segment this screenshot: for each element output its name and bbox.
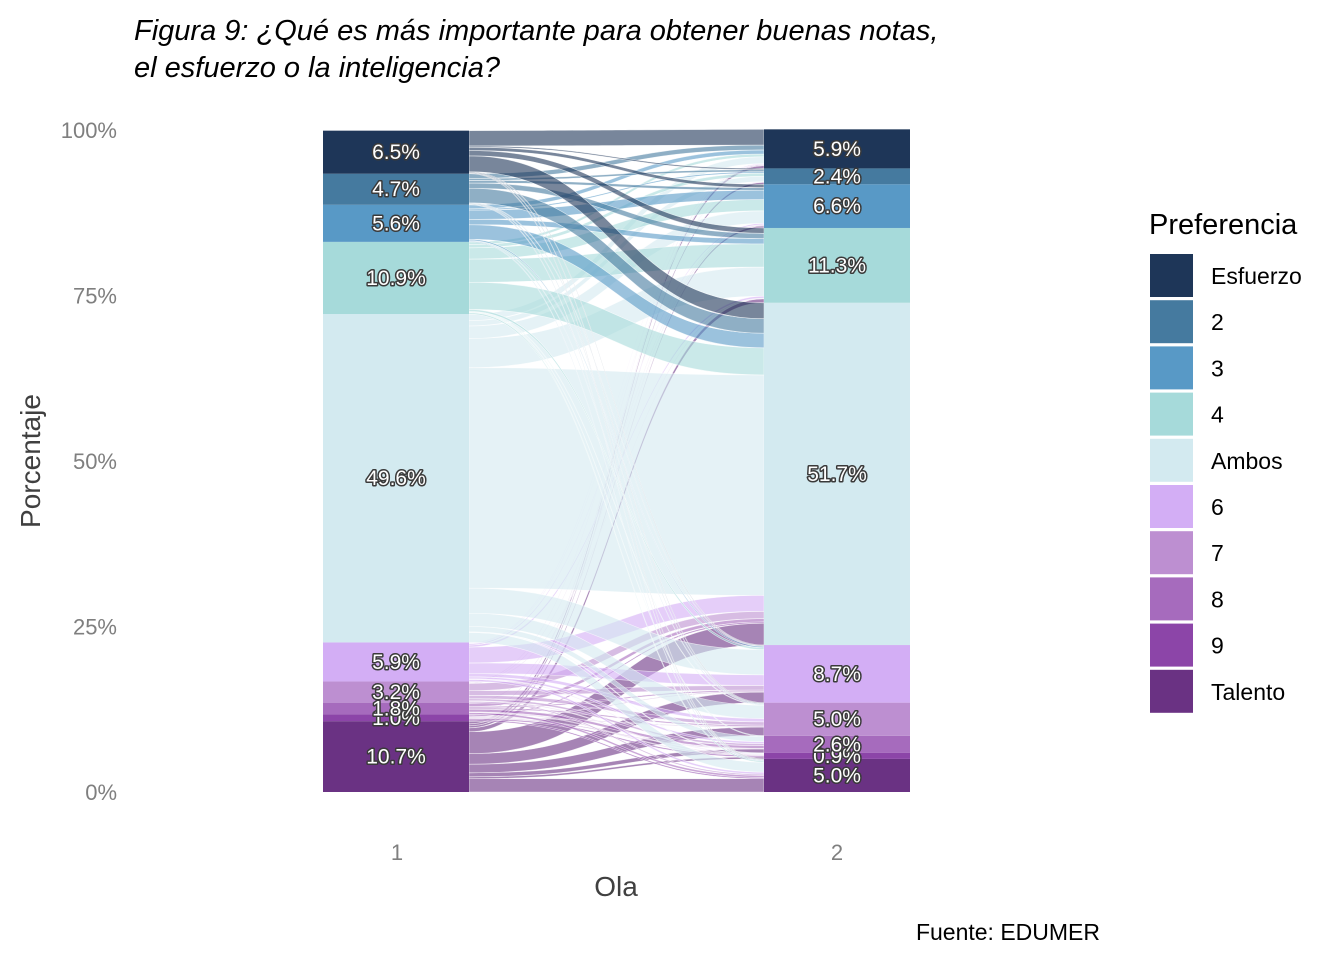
x-tick-label: 1 (391, 840, 403, 865)
segment-label-wave1-Esfuerzo: 6.5% (372, 141, 420, 164)
y-tick-label: 0% (85, 780, 117, 805)
y-tick-label: 25% (73, 615, 117, 640)
segment-label-wave2-8: 2.6% (813, 733, 861, 756)
legend: Esfuerzo 2 3 4 Ambos 6 7 8 9 Talento (1150, 254, 1302, 713)
legend-swatch (1150, 254, 1193, 297)
y-axis-title: Porcentaje (15, 394, 46, 528)
segment-label-wave1-6: 5.9% (372, 651, 420, 674)
bar-segment-wave2-9 (764, 752, 910, 759)
segment-label-wave2-Ambos: 51.7% (807, 463, 867, 486)
legend-item-2: 2 (1150, 300, 1224, 344)
bar-segment-wave2-2 (764, 168, 910, 185)
segment-label-wave1-Ambos: 49.6% (366, 467, 426, 490)
segment-label-wave2-6: 8.7% (813, 663, 861, 686)
bar-segment-wave2-Ambos (764, 302, 910, 646)
legend-item-6: 6 (1150, 485, 1224, 528)
flow-Talento-to-Talento (468, 778, 765, 793)
legend-swatch (1150, 485, 1193, 528)
legend-swatch (1150, 346, 1193, 390)
stacked-bars-layer (323, 129, 910, 792)
bar-segment-wave2-4 (764, 227, 910, 303)
legend-label: Talento (1211, 679, 1285, 705)
bar-segment-wave2-Esfuerzo (764, 129, 910, 169)
x-tick-label: 2 (831, 840, 843, 865)
bar-segment-wave1-Talento (323, 721, 469, 792)
chart-title-line1: Figura 9: ¿Qué es más importante para ob… (134, 15, 938, 47)
segment-label-wave1-3: 5.6% (372, 212, 420, 235)
bar-segment-wave1-3 (323, 204, 469, 242)
legend-item-Ambos: Ambos (1150, 438, 1283, 482)
legend-item-4: 4 (1150, 392, 1224, 436)
bar-segment-wave1-Esfuerzo (323, 130, 469, 174)
segment-label-wave2-Esfuerzo: 5.9% (813, 138, 861, 161)
legend-swatch (1150, 438, 1193, 482)
segment-label-wave2-2: 2.4% (813, 165, 861, 188)
y-tick-label: 50% (73, 449, 117, 474)
legend-swatch (1150, 623, 1193, 667)
bar-segment-wave1-6 (323, 642, 469, 682)
legend-label: 2 (1211, 309, 1224, 335)
bar-segment-wave1-9 (323, 714, 469, 722)
bar-segment-wave2-7 (764, 702, 910, 736)
bar-segment-wave1-Ambos (323, 314, 469, 643)
legend-label: 3 (1211, 355, 1224, 381)
legend-item-9: 9 (1150, 623, 1224, 667)
bar-segment-wave2-Talento (764, 758, 910, 792)
segment-label-wave2-Talento: 5.0% (813, 764, 861, 787)
bar-segment-wave2-8 (764, 735, 910, 753)
legend-item-8: 8 (1150, 577, 1224, 621)
bar-segment-wave2-6 (764, 645, 910, 703)
segment-label-wave1-Talento: 10.7% (366, 746, 426, 769)
bar-segment-wave2-3 (764, 184, 910, 228)
chart-caption: Fuente: EDUMER (916, 919, 1100, 945)
legend-swatch (1150, 669, 1193, 713)
segment-label-wave1-9: 1.0% (372, 707, 420, 730)
bar-segment-wave1-2 (323, 173, 469, 205)
legend-item-Talento: Talento (1150, 669, 1285, 713)
percentage-labels-layer: 10.7% 1.0%1.8%3.2% 5.9% 49.6% 10.9% 5.6% 4.7% 6… (365, 136, 869, 789)
y-axis-ticks: 0% 25% 50% 75% 100% (61, 118, 117, 805)
y-tick-label: 75% (73, 284, 117, 309)
legend-swatch (1150, 577, 1193, 621)
legend-item-7: 7 (1150, 531, 1224, 575)
legend-label: 8 (1211, 586, 1224, 612)
legend-swatch (1150, 392, 1193, 436)
legend-label: Ambos (1211, 448, 1283, 474)
chart-title-line2: el esfuerzo o la inteligencia? (134, 52, 501, 84)
legend-swatch (1150, 300, 1193, 344)
legend-label: 9 (1211, 633, 1224, 659)
bar-segment-wave1-4 (323, 241, 469, 315)
bar-segment-wave1-7 (323, 681, 469, 703)
segment-label-wave1-8: 1.8% (372, 698, 420, 721)
segment-label-wave2-4: 11.3% (808, 254, 866, 277)
legend-title: Preferencia (1149, 209, 1298, 241)
x-axis-title: Ola (594, 871, 638, 902)
segment-label-wave1-2: 4.7% (372, 178, 420, 201)
segment-label-wave1-7: 3.2% (372, 681, 420, 704)
legend-label: 4 (1211, 402, 1224, 428)
segment-label-wave2-3: 6.6% (813, 195, 861, 218)
legend-label: 6 (1211, 494, 1224, 520)
flow-Esfuerzo-to-Esfuerzo (468, 129, 765, 147)
legend-label: Esfuerzo (1211, 263, 1302, 289)
segment-label-wave2-7: 5.0% (813, 708, 861, 731)
legend-item-3: 3 (1150, 346, 1224, 390)
flows-layer (468, 129, 765, 793)
legend-swatch (1150, 531, 1193, 575)
legend-label: 7 (1211, 540, 1224, 566)
legend-item-Esfuerzo: Esfuerzo (1150, 254, 1302, 297)
y-tick-label: 100% (61, 118, 117, 143)
bar-segment-wave1-8 (323, 702, 469, 715)
segment-label-wave1-4: 10.9% (366, 267, 426, 290)
segment-label-wave2-9: 0.9% (813, 745, 861, 768)
